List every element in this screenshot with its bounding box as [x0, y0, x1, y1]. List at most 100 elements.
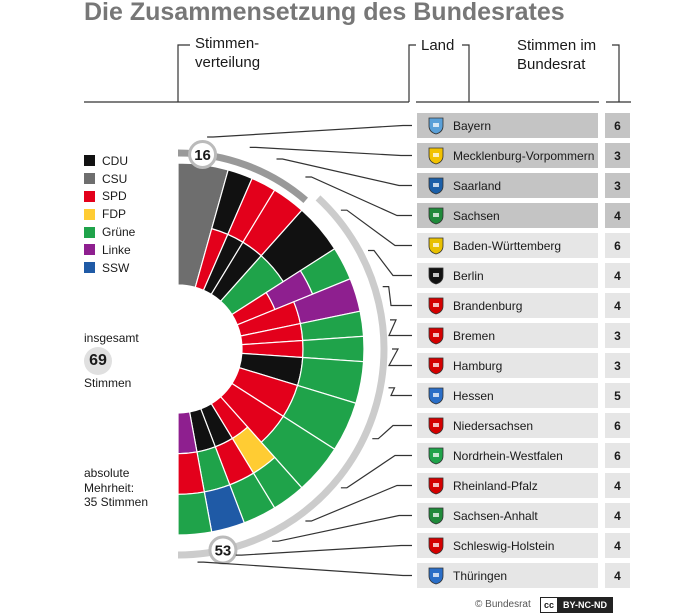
total-unit: Stimmen: [84, 376, 132, 390]
coat-of-arms-icon: [425, 147, 447, 165]
legend-label: SPD: [102, 189, 127, 204]
state-row-berlin: Berlin: [417, 263, 598, 288]
coat-of-arms-icon: [425, 417, 447, 435]
state-name: Nordrhein-Westfalen: [453, 448, 563, 463]
legend-item-cdu: CDU: [84, 152, 135, 170]
state-votes: 5: [605, 383, 630, 408]
legend-swatch: [84, 244, 95, 256]
state-row-bayern: Bayern: [417, 113, 598, 138]
legend-swatch: [84, 190, 95, 202]
state-votes: 3: [605, 353, 630, 378]
state-row-thüringen: Thüringen: [417, 563, 598, 588]
state-row-nordrhein-westfalen: Nordrhein-Westfalen: [417, 443, 598, 468]
state-name: Sachsen: [453, 208, 500, 223]
legend-item-csu: CSU: [84, 170, 135, 188]
page-title: Die Zusammensetzung des Bundesrates: [84, 0, 565, 26]
legend-item-spd: SPD: [84, 188, 135, 206]
leader-line-hessen: [388, 387, 412, 397]
legend-label: SSW: [102, 260, 130, 275]
leader-line-brandenburg: [382, 286, 412, 307]
license-badge: cc BY-NC-ND: [540, 597, 614, 613]
coat-of-arms-icon: [425, 507, 447, 525]
government-votes-label-circle: [188, 140, 218, 170]
state-row-rheinland-pfalz: Rheinland-Pfalz: [417, 473, 598, 498]
state-name: Saarland: [453, 178, 502, 193]
state-row-mecklenburg-vorpommern: Mecklenburg-Vorpommern: [417, 143, 598, 168]
credit: © Bundesrat: [475, 599, 531, 610]
leader-line-thüringen: [197, 561, 412, 577]
state-name: Schleswig-Holstein: [453, 538, 555, 553]
coat-of-arms-icon: [425, 297, 447, 315]
state-row-saarland: Saarland: [417, 173, 598, 198]
legend-swatch: [84, 226, 95, 238]
state-name: Sachsen-Anhalt: [453, 508, 538, 523]
leader-line-sachsen-anhalt: [272, 514, 412, 542]
legend-item-fdp: FDP: [84, 205, 135, 223]
leader-line-sachsen: [305, 176, 412, 217]
header-bracket-distribution: [177, 44, 190, 102]
legend-label: Linke: [102, 242, 131, 257]
leader-line-schleswig-holstein: [235, 544, 412, 556]
state-row-baden-württemberg: Baden-Württemberg: [417, 233, 598, 258]
header-bracket-votes: [612, 44, 620, 102]
header-state: Land: [421, 37, 455, 54]
state-votes: 6: [605, 443, 630, 468]
majority-line2: Mehrheit:: [84, 480, 135, 495]
leader-line-baden-württemberg: [340, 209, 412, 247]
opposition-votes-label: 53: [215, 543, 232, 560]
leader-line-rheinland-pfalz: [305, 484, 412, 522]
state-name: Thüringen: [453, 568, 508, 583]
legend-swatch: [84, 173, 95, 185]
leader-line-nordrhein-westfalen: [340, 454, 412, 489]
leader-line-bremen: [388, 319, 412, 337]
state-name: Bremen: [453, 328, 496, 343]
legend-label: Grüne: [102, 225, 136, 240]
state-name: Baden-Württemberg: [453, 238, 562, 253]
coat-of-arms-icon: [425, 477, 447, 495]
coat-of-arms-icon: [425, 537, 447, 555]
header-distribution-line2: verteilung: [195, 54, 261, 71]
state-votes: 4: [605, 293, 630, 318]
state-votes: 4: [605, 473, 630, 498]
legend-label: CDU: [102, 153, 128, 168]
state-name: Berlin: [453, 268, 484, 283]
legend-item-ssw: SSW: [84, 259, 135, 277]
total-label: insgesamt: [84, 331, 139, 345]
coat-of-arms-icon: [425, 267, 447, 285]
license-text: BY-NC-ND: [558, 598, 613, 612]
state-row-hessen: Hessen: [417, 383, 598, 408]
coat-of-arms-icon: [425, 387, 447, 405]
legend-item-grüne: Grüne: [84, 223, 135, 241]
legend-swatch: [84, 208, 95, 220]
state-votes: 4: [605, 203, 630, 228]
state-name: Mecklenburg-Vorpommern: [453, 148, 595, 163]
state-votes: 3: [605, 173, 630, 198]
leader-line-mecklenburg-vorpommern: [249, 146, 412, 157]
state-row-sachsen: Sachsen: [417, 203, 598, 228]
state-row-niedersachsen: Niedersachsen: [417, 413, 598, 438]
state-votes: 4: [605, 533, 630, 558]
majority-line1: absolute: [84, 466, 130, 480]
header-bracket-state-right: [462, 44, 470, 102]
state-votes: 3: [605, 323, 630, 348]
coat-of-arms-icon: [425, 567, 447, 585]
coat-of-arms-icon: [425, 117, 447, 135]
leader-line-berlin: [368, 249, 412, 277]
state-votes: 4: [605, 563, 630, 588]
wedge-thüringen-grüne: [177, 491, 213, 536]
state-votes: 4: [605, 503, 630, 528]
legend-item-linke: Linke: [84, 241, 135, 259]
state-name: Bayern: [453, 118, 492, 133]
majority-note: absolute Mehrheit: 35 Stimmen: [84, 466, 148, 510]
state-row-bremen: Bremen: [417, 323, 598, 348]
header-votes: Stimmen im Bundesrat: [517, 36, 596, 74]
legend-swatch: [84, 155, 95, 167]
state-row-sachsen-anhalt: Sachsen-Anhalt: [417, 503, 598, 528]
legend-label: FDP: [102, 207, 126, 222]
state-votes: 4: [605, 263, 630, 288]
government-votes-label: 16: [194, 147, 211, 164]
state-votes: 3: [605, 143, 630, 168]
coat-of-arms-icon: [425, 327, 447, 345]
coat-of-arms-icon: [425, 447, 447, 465]
